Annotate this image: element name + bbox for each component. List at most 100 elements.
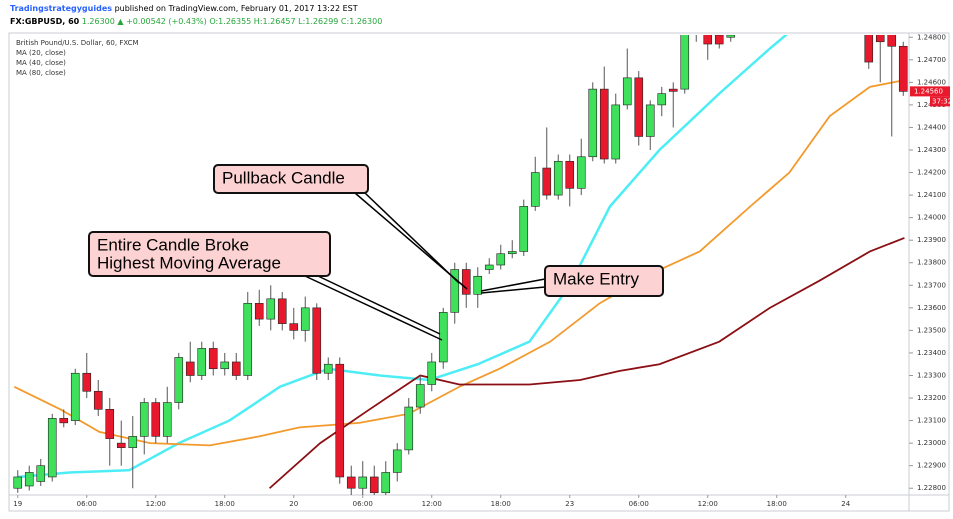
symbol-line: FX:GBPUSD, 60 1.26300 ▲ +0.00542 (+0.43%… xyxy=(10,17,382,26)
x-tick-label: 12:00 xyxy=(146,500,166,508)
candle-body xyxy=(220,361,230,370)
candle-body xyxy=(24,472,34,487)
x-tick-label: 20 xyxy=(289,500,298,508)
candle-body xyxy=(128,436,138,448)
legend-entry: MA (40, close) xyxy=(16,59,66,67)
candle-body xyxy=(680,35,690,90)
candle-body xyxy=(875,35,885,43)
y-tick-label: 1.23200 xyxy=(917,394,946,402)
annotation-pointer xyxy=(480,278,546,292)
candle-body xyxy=(151,402,161,437)
x-tick-label: 19 xyxy=(13,500,22,508)
x-tick-label: 06:00 xyxy=(353,500,373,508)
candle-body xyxy=(47,418,57,478)
candle-body xyxy=(139,402,149,437)
candle-body xyxy=(484,264,494,270)
annotation-text: Pullback Candle xyxy=(222,168,345,187)
y-tick-label: 1.23400 xyxy=(917,349,946,357)
candle-body xyxy=(300,307,310,331)
candle-body xyxy=(692,26,700,33)
y-tick-label: 1.24800 xyxy=(917,33,946,41)
annotation-pointer xyxy=(354,192,468,290)
candle-body xyxy=(415,384,425,408)
y-tick-label: 1.23500 xyxy=(917,326,946,334)
candle-body xyxy=(668,88,678,92)
candle-body xyxy=(335,363,345,478)
candle-body xyxy=(36,465,46,482)
candle-body xyxy=(496,253,506,266)
annotation-text: Make Entry xyxy=(553,269,639,288)
annotation-text: Highest Moving Average xyxy=(97,253,281,272)
candle-body xyxy=(611,104,621,160)
chart-frame xyxy=(8,32,950,512)
candle-body xyxy=(887,35,897,47)
candle-body xyxy=(312,307,322,374)
candle-body xyxy=(622,77,632,106)
ohlc: O:1.26355 H:1.26457 L:1.26299 C:1.26300 xyxy=(209,17,383,26)
candle-body xyxy=(59,418,69,424)
candle-body xyxy=(93,390,103,410)
candle-body xyxy=(277,298,287,324)
y-tick-label: 1.24200 xyxy=(917,169,946,177)
candle-body xyxy=(116,442,126,448)
candle-body xyxy=(461,269,471,295)
author: Tradingstrategyguides xyxy=(10,4,113,13)
y-tick-label: 1.23100 xyxy=(917,417,946,425)
countdown-label: 37:32 xyxy=(932,97,952,105)
symbol: FX:GBPUSD, 60 xyxy=(10,17,80,26)
candle-body xyxy=(231,361,241,376)
y-tick-label: 1.24600 xyxy=(917,78,946,86)
candle-body xyxy=(898,45,908,92)
last-price-label: 1.24560 xyxy=(914,87,943,95)
candle-body xyxy=(542,167,552,196)
annotation-box xyxy=(544,265,664,297)
candle-body xyxy=(289,323,299,331)
chart-title: British Pound/U.S. Dollar, 60, FXCM xyxy=(16,39,139,47)
annotation-pointer xyxy=(480,286,546,294)
candle-body xyxy=(404,406,414,451)
y-tick-label: 1.24300 xyxy=(917,146,946,154)
x-tick-label: 23 xyxy=(565,500,574,508)
published: published on TradingView.com, February 0… xyxy=(114,4,358,13)
x-tick-label: 18:00 xyxy=(767,500,787,508)
y-tick-label: 1.24400 xyxy=(917,123,946,131)
x-tick-label: 18:00 xyxy=(491,500,511,508)
candle-body xyxy=(243,303,253,376)
candle-body xyxy=(864,35,874,63)
candle-body xyxy=(588,88,598,158)
y-tick-label: 1.23300 xyxy=(917,371,946,379)
y-tick-label: 1.23900 xyxy=(917,236,946,244)
candle-body xyxy=(553,160,563,196)
candle-body xyxy=(530,172,540,207)
candle-body xyxy=(634,77,644,137)
y-tick-label: 1.23000 xyxy=(917,439,946,447)
legend-entry: MA (80, close) xyxy=(16,69,66,77)
annotation-box xyxy=(88,231,331,277)
countdown-tag xyxy=(930,96,950,107)
candle-body xyxy=(576,156,586,189)
candle-body xyxy=(323,363,333,374)
legend-entry: MA (20, close) xyxy=(16,49,66,57)
candle-body xyxy=(82,372,92,392)
last-price-tag xyxy=(910,86,950,97)
candle-body xyxy=(162,402,172,437)
candle-body xyxy=(726,35,736,38)
annotation-box xyxy=(213,164,369,194)
annotation-pointer xyxy=(304,275,443,341)
y-tick-label: 1.22800 xyxy=(917,484,946,492)
candle-body xyxy=(599,88,609,160)
candle-body xyxy=(427,361,437,385)
y-tick-label: 1.23700 xyxy=(917,281,946,289)
candle-body xyxy=(254,303,264,320)
moving-average xyxy=(269,237,905,489)
annotations: Pullback Candle Entire Candle BrokeHighes… xyxy=(88,164,664,341)
y-tick-label: 1.23800 xyxy=(917,259,946,267)
y-tick-label: 1.24000 xyxy=(917,214,946,222)
candle-body xyxy=(381,472,391,494)
candle-body xyxy=(473,275,483,295)
candle-body xyxy=(438,312,448,363)
candle-body xyxy=(519,206,529,252)
candle-body xyxy=(392,449,402,473)
x-tick-label: 12:00 xyxy=(422,500,442,508)
